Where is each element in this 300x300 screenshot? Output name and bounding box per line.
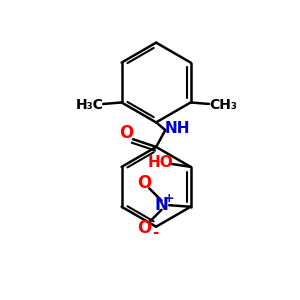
Text: N: N [154, 196, 169, 214]
Text: +: + [163, 192, 174, 205]
Text: O: O [137, 219, 152, 237]
Text: NH: NH [164, 121, 190, 136]
Text: HO: HO [148, 155, 174, 170]
Text: CH₃: CH₃ [209, 98, 237, 112]
Text: O: O [137, 174, 152, 192]
Text: O: O [119, 124, 134, 142]
Text: H₃C: H₃C [76, 98, 104, 112]
Text: -: - [152, 225, 159, 240]
